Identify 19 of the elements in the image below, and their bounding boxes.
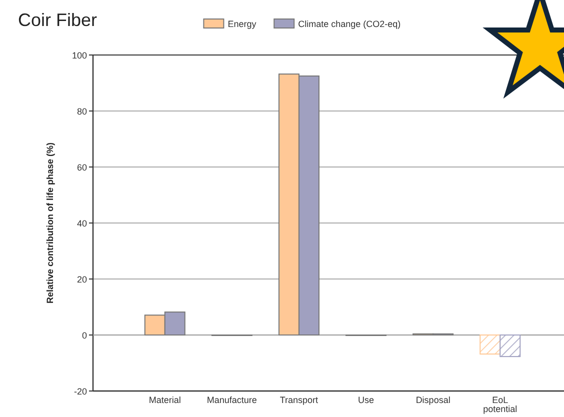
- x-tick-label: Transport: [280, 395, 319, 405]
- y-tick-label: -20: [74, 386, 87, 396]
- y-tick-label: 80: [76, 106, 87, 116]
- x-tick-label: EoL potential: [483, 395, 518, 414]
- y-tick-label: 0: [82, 330, 87, 340]
- y-tick-label: 60: [76, 162, 87, 172]
- y-tick-label: 40: [76, 218, 87, 228]
- chart-title: Coir Fiber: [18, 10, 98, 30]
- y-tick-label: 100: [72, 50, 87, 60]
- y-tick-label: 20: [76, 274, 87, 284]
- legend-label: Energy: [228, 19, 257, 29]
- legend-label: Climate change (CO2-eq): [298, 19, 401, 29]
- x-tick-label: Manufacture: [206, 395, 257, 405]
- x-tick-label: Use: [358, 395, 374, 405]
- bar: [500, 334, 521, 358]
- bar: [480, 334, 501, 355]
- x-tick-label: Material: [148, 395, 181, 405]
- x-tick-label: Disposal: [416, 395, 450, 405]
- y-axis-title: Relative contribution of life phase (%): [45, 142, 55, 304]
